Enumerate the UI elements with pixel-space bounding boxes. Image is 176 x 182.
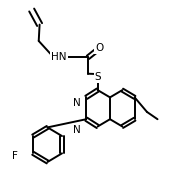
Text: HN: HN	[51, 52, 67, 62]
Text: N: N	[73, 98, 80, 108]
Text: O: O	[95, 43, 103, 53]
Text: F: F	[12, 151, 18, 161]
Text: N: N	[73, 125, 80, 135]
Text: S: S	[94, 72, 101, 82]
